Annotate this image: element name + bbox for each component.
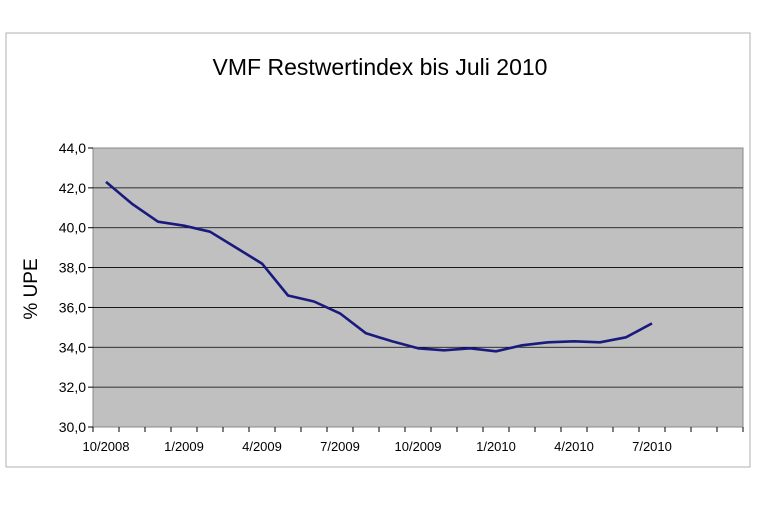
x-tick-label: 4/2010: [554, 439, 594, 454]
series-line: [105, 180, 653, 353]
y-axis-tick-labels: 30,0 32,0 34,0 36,0 38,0 40,0 42,0 44,0: [59, 140, 86, 435]
x-tick-label: 4/2009: [242, 439, 282, 454]
y-tick-label: 32,0: [59, 379, 86, 395]
x-tick-label: 7/2009: [320, 439, 360, 454]
x-tick-label: 10/2008: [83, 439, 130, 454]
y-tick-label: 34,0: [59, 339, 86, 355]
x-tick-label: 1/2010: [476, 439, 516, 454]
y-axis-label: % UPE: [21, 258, 42, 319]
x-axis-tick-labels: 10/2008 1/2009 4/2009 7/2009 10/2009 1/2010 4/…: [83, 439, 672, 454]
x-tick-label: 1/2009: [164, 439, 204, 454]
y-tick-label: 30,0: [59, 419, 86, 435]
y-tick-label: 40,0: [59, 220, 86, 236]
chart-title: VMF Restwertindex bis Juli 2010: [213, 54, 548, 80]
x-tick-label: 7/2010: [632, 439, 672, 454]
y-tick-label: 44,0: [59, 140, 86, 156]
y-tick-label: 42,0: [59, 180, 86, 196]
y-tick-label: 36,0: [59, 299, 86, 315]
x-axis-tick-marks: [92, 427, 744, 432]
y-tick-label: 38,0: [59, 260, 86, 276]
plot-area: [92, 147, 744, 428]
series-group: [105, 180, 653, 353]
gridlines: [88, 147, 743, 428]
x-tick-label: 10/2009: [395, 439, 442, 454]
